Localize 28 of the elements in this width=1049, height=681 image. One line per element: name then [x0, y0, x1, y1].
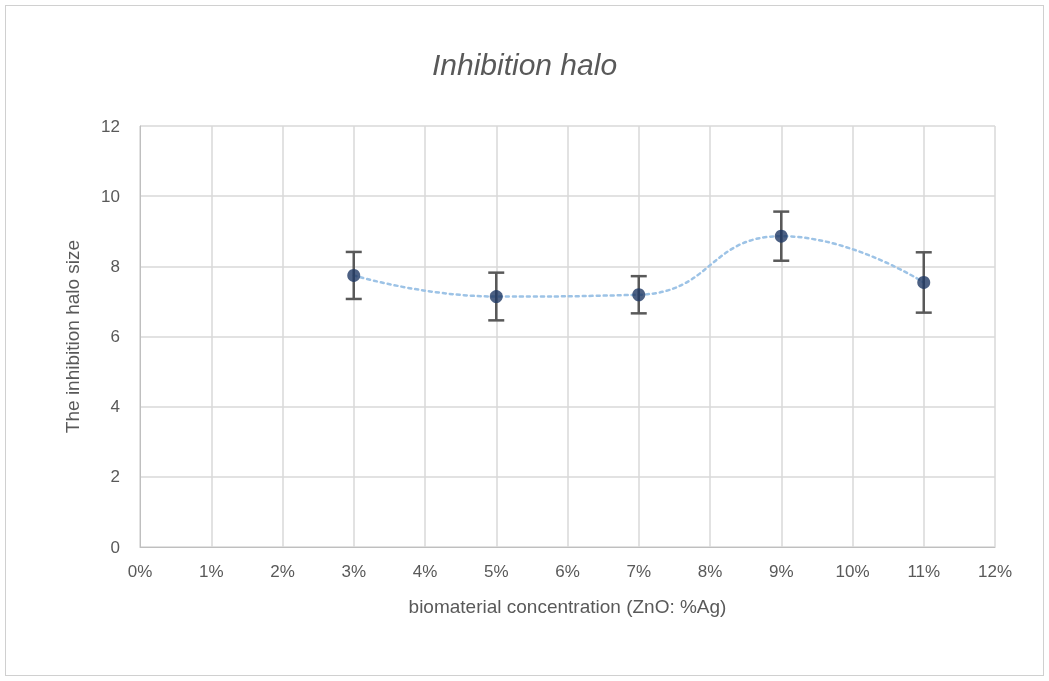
x-tick-label: 2% [270, 562, 295, 581]
x-tick-label: 5% [483, 562, 509, 581]
x-tick-label: 10% [835, 562, 870, 581]
x-tick-label: 4% [412, 562, 438, 581]
point [917, 275, 931, 289]
x-tick-label: 1% [198, 562, 224, 581]
x-tick-label: 11% [907, 562, 941, 581]
y-tick-label: 2 [110, 467, 120, 487]
point [774, 229, 788, 243]
x-tick-label: 7% [626, 562, 652, 581]
y-tick-label: 0 [110, 537, 120, 557]
y-axis-title: The inhibition halo size [62, 239, 83, 434]
x-axis-title: biomaterial concentration (ZnO: %Ag) [408, 596, 727, 617]
point [489, 290, 503, 303]
x-tick-label: 3% [341, 562, 367, 581]
chart-title: Inhibition halo [431, 47, 618, 81]
x-tick-label: 12% [977, 562, 1013, 581]
x-tick-label: 8% [697, 562, 723, 581]
point [347, 268, 361, 282]
x-tick-label: 0% [127, 562, 153, 581]
y-tick-label: 12 [101, 116, 120, 136]
y-tick-label: 8 [110, 256, 120, 276]
x-tick-label: 9% [768, 562, 794, 581]
x-tick-label: 6% [555, 562, 580, 581]
y-tick-label: 10 [101, 186, 120, 206]
point [632, 288, 646, 302]
y-tick-label: 6 [110, 327, 120, 346]
y-tick-label: 4 [110, 397, 120, 417]
